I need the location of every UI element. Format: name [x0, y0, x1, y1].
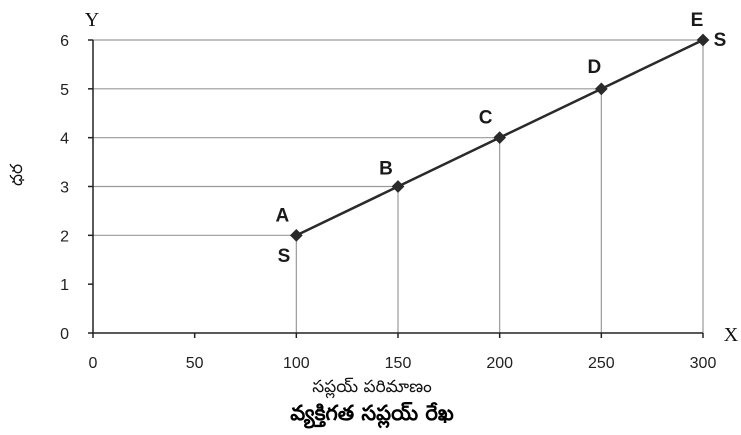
x-tick-label: 100 — [283, 355, 310, 372]
x-tick-label: 150 — [385, 355, 412, 372]
y-tick-label: 4 — [60, 131, 69, 148]
y-tick-label: 3 — [60, 180, 69, 197]
y-axis-label: ధర — [7, 163, 27, 186]
data-point-marker — [594, 82, 608, 96]
x-tick-label: 0 — [89, 355, 98, 372]
curve-start-label: S — [278, 246, 291, 267]
x-axis-letter: X — [724, 324, 739, 346]
x-tick-label: 50 — [186, 355, 204, 372]
data-point-label: E — [691, 10, 704, 31]
data-point-marker — [493, 131, 507, 145]
data-point-marker — [289, 228, 303, 242]
supply-series: A B C D E — [275, 10, 710, 242]
data-point-label: B — [379, 159, 393, 180]
y-tick-label: 2 — [60, 228, 69, 245]
x-tick-label: 250 — [588, 355, 615, 372]
x-tick-label: 200 — [486, 355, 513, 372]
x-tick-label: 300 — [690, 355, 717, 372]
x-axis-label: సప్లయ్ పరిమాణం — [312, 377, 432, 399]
y-axis-letter: Y — [85, 9, 99, 31]
data-point-label: A — [275, 205, 289, 226]
y-tick-label: 0 — [60, 326, 69, 343]
y-tick-label: 1 — [60, 277, 69, 294]
y-tick-label: 5 — [60, 82, 69, 99]
y-tick-label: 6 — [60, 33, 69, 50]
curve-end-label: S — [714, 30, 727, 51]
data-point-label: D — [587, 57, 601, 78]
chart-title: వ్యక్తిగత సప్లయ్ రేఖ — [290, 401, 454, 429]
data-point-marker — [391, 180, 405, 193]
guide-lines — [93, 39, 704, 333]
data-point-label: C — [479, 108, 493, 129]
data-point-marker — [696, 33, 710, 47]
axis-ticks: 0 1 2 3 4 5 6 0 50 100 150 200 250 300 — [60, 33, 716, 372]
